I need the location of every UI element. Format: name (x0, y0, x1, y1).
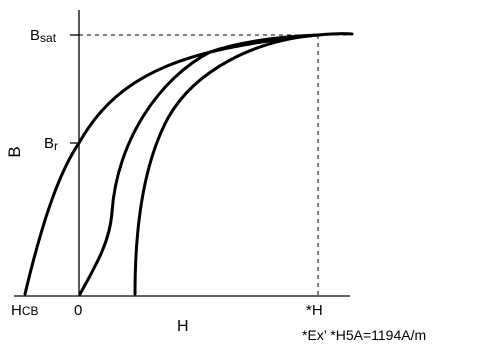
br-label: Br (44, 135, 58, 153)
origin-label: 0 (74, 302, 82, 319)
initial-magnetization-curve (133, 33, 320, 296)
h-star-label: *H (306, 302, 323, 319)
middle-curve (78, 33, 320, 296)
hcb-label-main: H (11, 302, 22, 319)
br-label-sub: r (54, 139, 58, 153)
outer-hysteresis-curve (23, 32, 354, 296)
br-label-main: B (44, 135, 54, 152)
hcb-label-sub: CB (22, 304, 39, 318)
hcb-label: HCB (11, 302, 39, 319)
bsat-label-sub: sat (40, 31, 57, 45)
footnote: *Ex’ *H5A=1194A/m (302, 327, 426, 343)
y-axis-label: B (5, 146, 24, 157)
bsat-label-main: B (30, 27, 40, 44)
bsat-label: Bsat (30, 27, 57, 45)
x-axis-label: H (177, 318, 189, 335)
